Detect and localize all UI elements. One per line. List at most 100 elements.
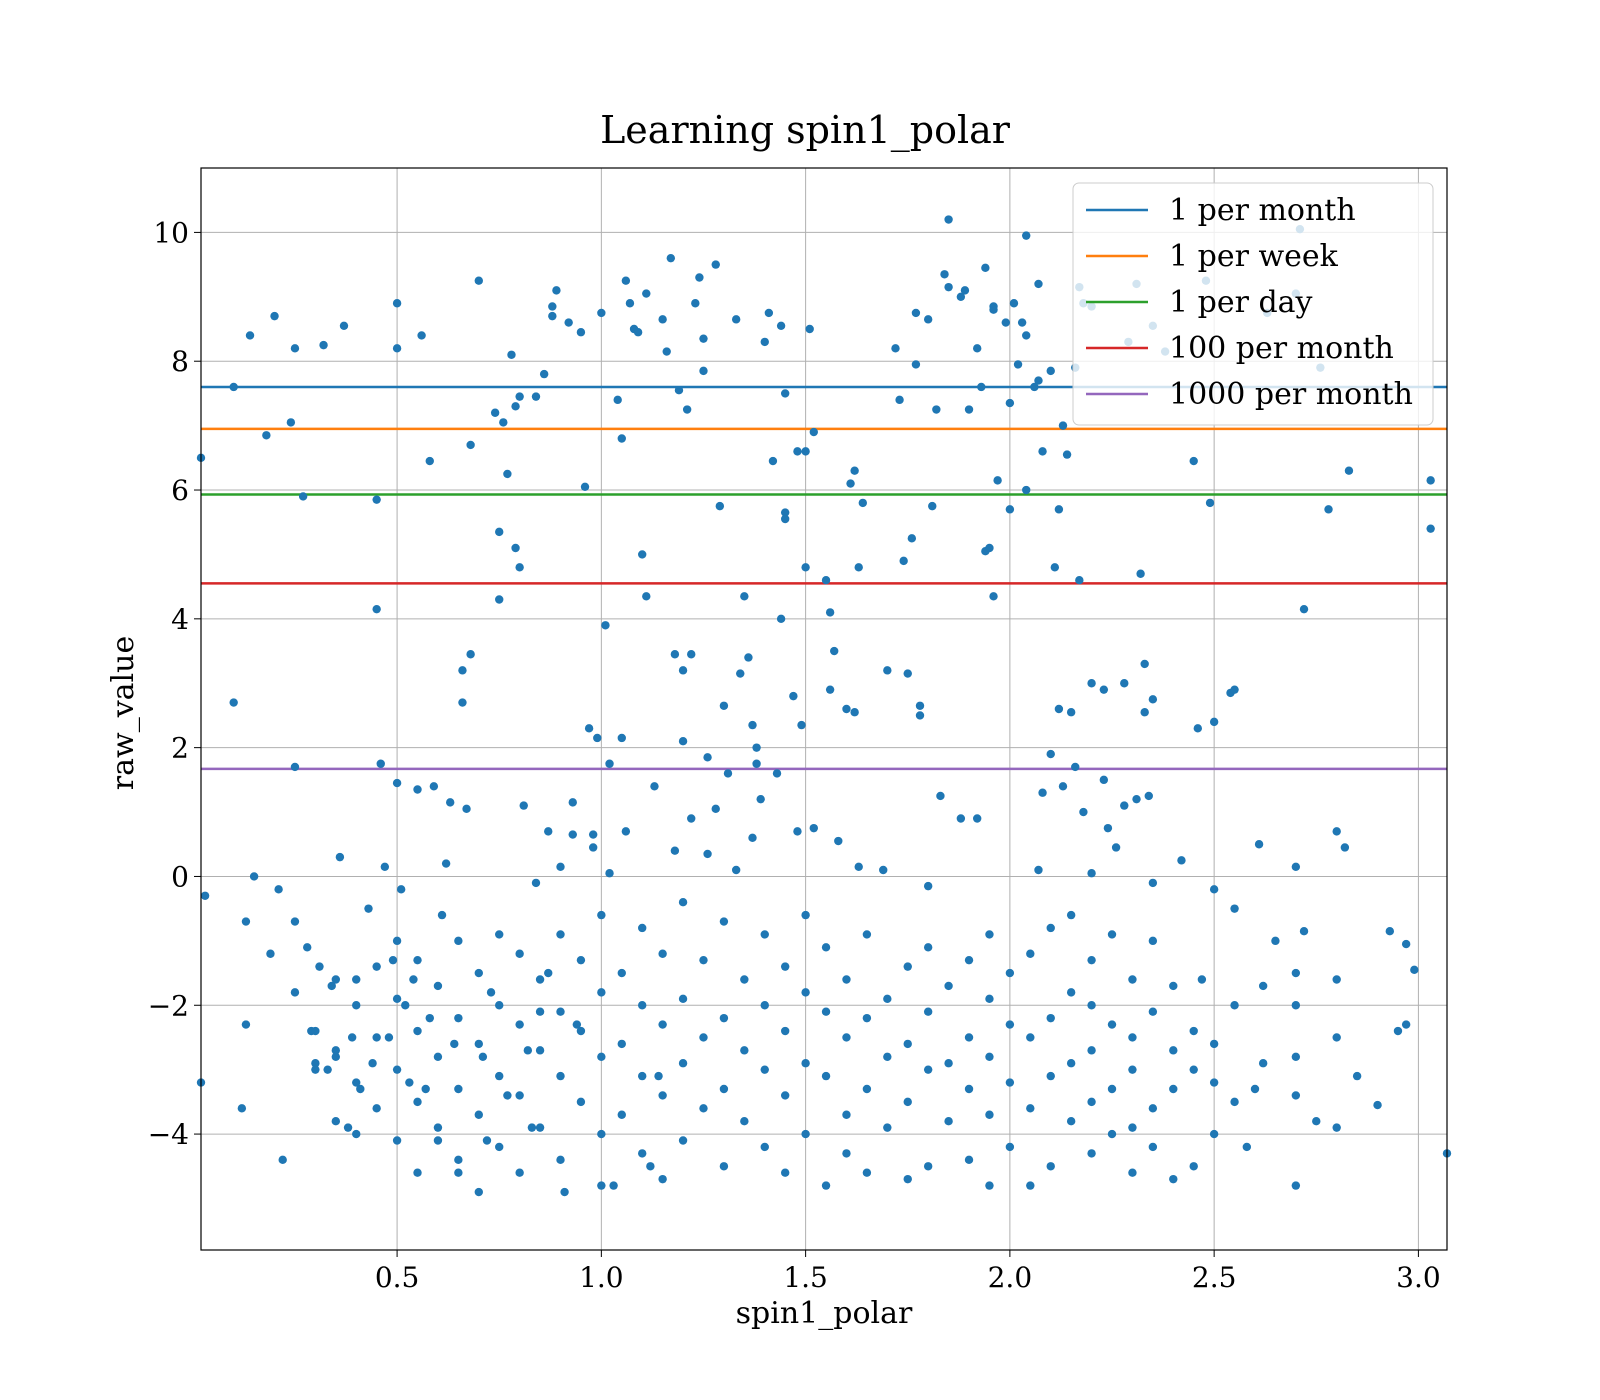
- scatter-point: [821, 1181, 831, 1190]
- scatter-point: [809, 823, 818, 833]
- scatter-point: [1062, 450, 1072, 459]
- scatter-point: [944, 1059, 953, 1068]
- scatter-point: [744, 653, 753, 662]
- scatter-point: [891, 344, 900, 353]
- scatter-point: [1258, 981, 1268, 991]
- scatter-point: [515, 1020, 524, 1029]
- scatter-point: [1401, 939, 1411, 949]
- y-tick-label: −4: [148, 1118, 189, 1151]
- scatter-point: [658, 1020, 667, 1029]
- scatter-point: [372, 962, 381, 971]
- scatter-point: [1066, 988, 1076, 997]
- scatter-point: [666, 253, 676, 263]
- scatter-point: [495, 1142, 504, 1152]
- scatter-point: [646, 1162, 655, 1171]
- scatter-point: [985, 543, 994, 553]
- scatter-point: [1038, 788, 1047, 797]
- legend-label: 1 per week: [1169, 239, 1339, 274]
- scatter-point: [1148, 1142, 1158, 1152]
- scatter-point: [1107, 1084, 1117, 1094]
- scatter-point: [352, 1078, 361, 1087]
- scatter-point: [1177, 856, 1186, 865]
- scatter-point: [928, 501, 937, 511]
- scatter-point: [1087, 679, 1096, 688]
- scatter-point: [1066, 708, 1076, 717]
- scatter-point: [1107, 1020, 1117, 1029]
- scatter-point: [1107, 930, 1117, 939]
- scatter-point: [1254, 840, 1264, 849]
- scatter-point: [740, 975, 749, 984]
- scatter-point: [450, 1039, 459, 1049]
- scatter-point: [392, 994, 402, 1004]
- scatter-point: [638, 1071, 647, 1081]
- scatter-point: [380, 862, 390, 871]
- scatter-point: [1128, 1065, 1137, 1074]
- scatter-point: [638, 1149, 647, 1158]
- scatter-point: [556, 1071, 565, 1081]
- scatter-point: [1046, 1013, 1055, 1023]
- scatter-point: [617, 1039, 626, 1049]
- scatter-point: [515, 392, 524, 401]
- scatter-point: [752, 759, 761, 768]
- scatter-point: [1120, 801, 1129, 810]
- scatter-point: [368, 1059, 377, 1068]
- scatter-point: [883, 994, 892, 1004]
- scatter-point: [372, 495, 381, 504]
- scatter-point: [290, 917, 300, 926]
- scatter-point: [1144, 791, 1153, 801]
- scatter-point: [862, 1084, 872, 1094]
- scatter-point: [1148, 936, 1158, 946]
- scatter-point: [674, 385, 684, 395]
- scatter-point: [1005, 1078, 1015, 1087]
- scatter-point: [809, 427, 818, 437]
- scatter-point: [1066, 910, 1076, 920]
- scatter-point: [780, 1168, 790, 1177]
- scatter-point: [1291, 1091, 1301, 1100]
- scatter-point: [515, 949, 524, 958]
- scatter-point: [1120, 679, 1129, 688]
- scatter-point: [915, 711, 925, 720]
- scatter-point: [687, 814, 696, 823]
- scatter-point: [793, 827, 802, 836]
- scatter-point: [429, 782, 439, 791]
- scatter-point: [425, 456, 434, 466]
- scatter-point: [1209, 717, 1219, 727]
- legend-label: 100 per month: [1169, 331, 1394, 366]
- scatter-point: [760, 1065, 769, 1074]
- scatter-point: [515, 563, 524, 572]
- scatter-point: [903, 1174, 912, 1184]
- scatter-point: [740, 1116, 749, 1126]
- scatter-point: [989, 305, 998, 314]
- scatter-point: [1099, 685, 1109, 694]
- scatter-point: [654, 1071, 663, 1081]
- scatter-point: [474, 1110, 483, 1119]
- scatter-point: [1189, 1162, 1198, 1171]
- legend-label: 1 per month: [1169, 193, 1356, 228]
- scatter-point: [311, 1026, 320, 1036]
- scatter-point: [760, 1142, 769, 1152]
- scatter-point: [748, 833, 757, 843]
- scatter-point: [1312, 1116, 1321, 1126]
- scatter-point: [748, 720, 757, 730]
- chart-title: Learning spin1_polar: [600, 108, 1011, 153]
- scatter-point: [495, 595, 504, 604]
- scatter-point: [597, 308, 606, 318]
- scatter-point: [580, 482, 590, 492]
- scatter-point: [392, 778, 402, 788]
- scatter-point: [597, 988, 606, 997]
- scatter-point: [903, 1097, 912, 1107]
- scatter-point: [1128, 1123, 1137, 1132]
- scatter-point: [731, 865, 741, 875]
- scatter-point: [417, 331, 426, 340]
- scatter-point: [1197, 975, 1207, 984]
- scatter-point: [433, 1123, 443, 1132]
- scatter-point: [617, 434, 626, 443]
- scatter-point: [1332, 1033, 1341, 1042]
- scatter-point: [821, 1007, 831, 1016]
- x-tick-label: 2.0: [988, 1261, 1033, 1294]
- scatter-point: [576, 1026, 586, 1036]
- scatter-point: [830, 646, 839, 656]
- scatter-point: [1026, 949, 1035, 958]
- scatter-point: [1258, 1059, 1268, 1068]
- scatter-point: [433, 1136, 443, 1145]
